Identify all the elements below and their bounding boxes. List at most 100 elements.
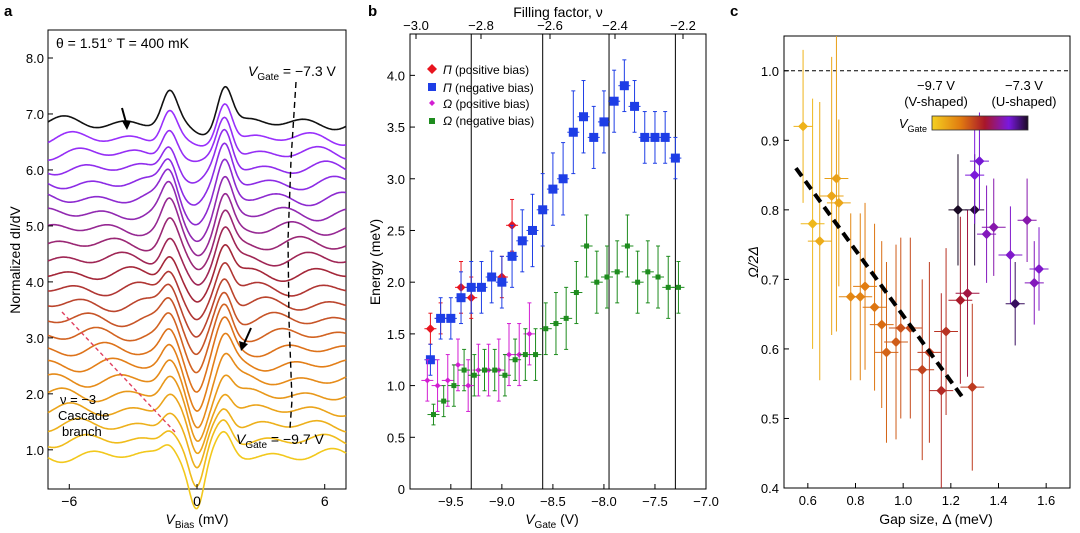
colorbar-gradient [931,115,1029,131]
c-point [969,170,980,181]
c-point [1034,263,1045,274]
a-ytick-label: 7.0 [26,107,44,122]
legend-entry-omega-neg: Ω (negative bias) [443,114,534,128]
b-point-1 [425,324,435,334]
panel-b-legend: Π (positive bias) Π (negative bias) Ω (p… [427,63,534,128]
c-point [860,281,871,292]
dIdV-curve-8 [47,316,347,393]
panel-a-ylabel: Normalized dI/dV [7,206,23,314]
b-point-4 [512,357,518,363]
b-point-4 [441,398,447,404]
b-point-4 [624,243,630,249]
c-point [798,121,809,132]
b-point-4 [604,274,610,280]
panel-a-annotation: θ = 1.51° T = 400 mK [56,35,190,51]
panel-c-content: 0.4 0.5 0.6 0.7 0.8 0.9 1.0 0.6 0.8 1.0 1.2 1.4 1.6 [761,36,1070,508]
b-point-2 [487,272,497,282]
b-point-4 [655,274,661,280]
b-point-4 [614,269,620,275]
a-ytick-label: 4.0 [26,275,44,290]
b-point-4 [430,412,436,418]
b-point-4 [482,367,488,373]
panel-c-frame [783,35,1071,489]
cbar-right-shape: (U-shaped) [991,94,1056,109]
dIdV-curve-18 [47,158,347,226]
colorbar: −9.7 V (V-shaped) −7.3 V (U-shaped) VGat… [899,78,1057,134]
b-point-3 [444,377,451,384]
panel-a-curves [47,85,347,510]
dIdV-curve-14 [47,226,347,286]
arrow-icon [239,327,252,351]
b-point-4 [502,372,508,378]
c-point [881,347,892,358]
b-point-3 [475,367,482,374]
c-point [974,156,985,167]
b-xtick-label: −8.0 [591,494,617,509]
b-ytick-label: 1.5 [387,327,405,342]
a-xtick-label: −6 [61,493,77,509]
b-point-2 [436,313,446,323]
panel-a-vgate-top: VGate = −7.3 V [248,63,337,83]
c-point [826,190,837,201]
a-ytick-label: 5.0 [26,219,44,234]
b-point-4 [594,279,600,285]
dIdV-curve-13 [47,243,346,303]
cascade-nu-label: ν = −3 [60,392,96,407]
c-fit-line [794,166,965,399]
c-ytick-label: 0.5 [761,411,779,426]
b-xtick-label: −7.0 [693,494,719,509]
c-ytick-label: 0.7 [761,272,779,287]
dIdV-curve-12 [48,262,347,321]
dIdV-curve-19 [47,142,347,206]
c-point [917,364,928,375]
b-point-4 [461,367,467,373]
dIdV-curve-7 [47,332,347,412]
b-toptick-label: −2.6 [537,18,563,33]
cbar-vgate-label: VGate [899,116,927,134]
b-point-2 [507,251,517,261]
c-point [981,229,992,240]
panel-b-ylabel: Energy (meV) [367,219,383,305]
b-point-3 [434,382,441,389]
a-ytick-label: 8.0 [26,51,44,66]
b-ytick-label: 4.0 [387,68,405,83]
b-point-4 [584,243,590,249]
b-xtick-label: −8.5 [540,494,566,509]
dIdV-curve-4 [47,393,347,455]
b-toptick-label: −2.2 [670,18,696,33]
c-point [1029,277,1040,288]
dIdV-curve-5 [47,374,347,443]
cbar-left-shape: (V-shaped) [904,94,968,109]
arrow-icon [121,107,131,130]
dIdV-curve-6 [47,352,347,429]
b-point-3 [465,382,472,389]
b-ytick-label: 1.0 [387,379,405,394]
b-point-4 [645,269,651,275]
c-point [962,288,973,299]
b-point-2 [660,132,670,142]
c-point [807,218,818,229]
b-point-4 [675,284,681,290]
dIdV-curve-3 [47,408,347,469]
b-point-2 [425,355,435,365]
b-point-4 [533,352,539,358]
dashed-guide-line [287,81,297,429]
b-point-2 [517,236,527,246]
cascade-label-line1: Cascade [58,408,109,423]
panel-b-letter: b [368,3,377,20]
b-point-4 [563,315,569,321]
dIdV-curve-15 [47,209,347,271]
b-point-2 [446,313,456,323]
b-point-2 [609,96,619,106]
c-point [855,291,866,302]
b-point-2 [589,132,599,142]
b-point-2 [579,112,589,122]
b-point-2 [599,117,609,127]
a-ytick-label: 1.0 [26,443,44,458]
c-xtick-label: 1.2 [942,493,960,508]
panel-b-xlabel: VGate (V) [525,511,579,531]
c-point [1022,215,1033,226]
panel-c-xlabel: Gap size, Δ (meV) [879,511,993,527]
dIdV-curve-22 [47,103,347,147]
